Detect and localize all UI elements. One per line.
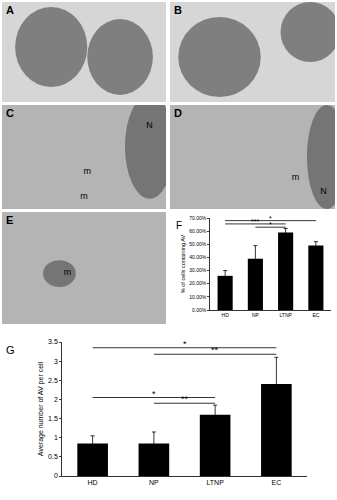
svg-text:*: * (152, 389, 156, 399)
svg-text:EC: EC (312, 312, 319, 318)
svg-text:*: * (269, 221, 272, 228)
svg-text:HD: HD (222, 312, 230, 318)
svg-text:*: * (183, 339, 187, 349)
svg-text:0.00%: 0.00% (192, 307, 207, 313)
svg-text:3.5: 3.5 (48, 338, 58, 345)
svg-text:10.00%: 10.00% (189, 294, 207, 300)
svg-text:m: m (64, 267, 72, 277)
svg-text:***: *** (251, 218, 259, 225)
svg-text:E: E (6, 214, 13, 226)
svg-text:m: m (80, 191, 88, 201)
svg-text:1.5: 1.5 (48, 415, 58, 422)
svg-text:1: 1 (54, 434, 58, 441)
svg-text:HD: HD (88, 479, 98, 486)
svg-text:EC: EC (272, 479, 282, 486)
svg-text:m: m (84, 166, 92, 176)
svg-text:N: N (320, 186, 327, 196)
svg-text:G: G (6, 344, 15, 356)
svg-text:NP: NP (149, 479, 159, 486)
svg-text:2.5: 2.5 (48, 377, 58, 384)
svg-text:**: ** (181, 394, 189, 404)
svg-text:0.5: 0.5 (48, 453, 58, 460)
svg-text:N: N (146, 120, 153, 130)
svg-text:3: 3 (54, 358, 58, 365)
svg-text:50.00%: 50.00% (189, 241, 207, 247)
svg-text:A: A (6, 4, 14, 16)
svg-text:60.00%: 60.00% (189, 228, 207, 234)
svg-text:2: 2 (54, 396, 58, 403)
svg-text:% of cells containing AV: % of cells containing AV (180, 235, 186, 294)
svg-text:*: * (269, 215, 272, 222)
svg-text:LTNP: LTNP (206, 479, 224, 486)
svg-text:0: 0 (54, 472, 58, 479)
svg-text:20.00%: 20.00% (189, 280, 207, 286)
svg-text:40.00%: 40.00% (189, 254, 207, 260)
svg-text:70.00%: 70.00% (189, 215, 207, 221)
svg-text:D: D (174, 107, 182, 119)
svg-text:**: ** (211, 345, 219, 355)
svg-text:Average number of AV per cell: Average number of AV per cell (37, 361, 45, 456)
svg-text:30.00%: 30.00% (189, 267, 207, 273)
svg-text:F: F (176, 220, 182, 231)
svg-text:NP: NP (252, 312, 260, 318)
svg-text:m: m (292, 172, 300, 182)
svg-text:LTNP: LTNP (279, 312, 292, 318)
svg-text:B: B (174, 4, 182, 16)
svg-text:C: C (6, 107, 14, 119)
